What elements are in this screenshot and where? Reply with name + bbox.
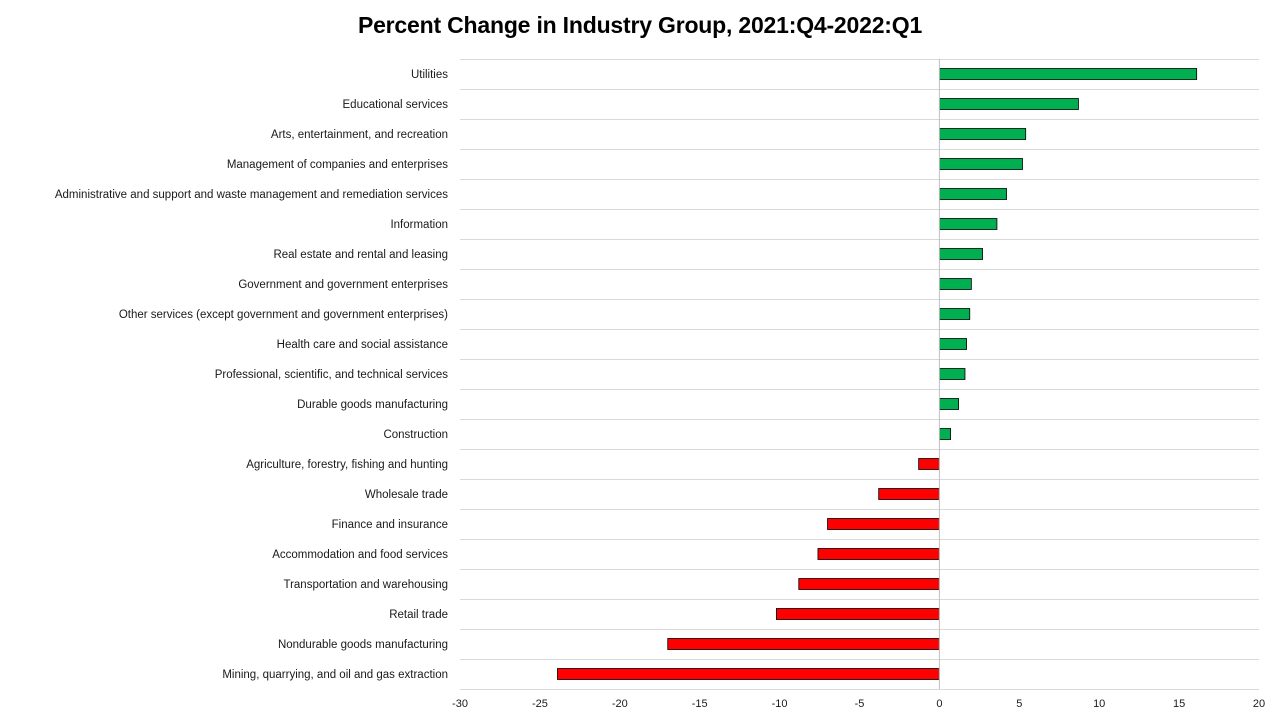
bar bbox=[827, 518, 940, 530]
bar bbox=[939, 188, 1007, 200]
category-labels: Utilities Educational services Arts, enter… bbox=[55, 69, 448, 681]
x-tick-label: 15 bbox=[1173, 698, 1185, 710]
category-label: Construction bbox=[383, 429, 448, 441]
bar bbox=[557, 668, 940, 680]
category-label: Durable goods manufacturing bbox=[297, 399, 448, 411]
bars bbox=[557, 68, 1198, 680]
x-tick-label: 0 bbox=[936, 698, 942, 710]
chart-title: Percent Change in Industry Group, 2021:Q… bbox=[357, 12, 923, 38]
bar bbox=[939, 128, 1027, 140]
category-label: Wholesale trade bbox=[365, 489, 448, 501]
x-tick-label: -25 bbox=[532, 698, 548, 710]
bar bbox=[817, 548, 940, 560]
x-tick-label: 10 bbox=[1093, 698, 1105, 710]
x-tick-label: -5 bbox=[855, 698, 865, 710]
category-label: Management of companies and enterprises bbox=[227, 159, 448, 171]
bar bbox=[939, 98, 1079, 110]
bar bbox=[918, 458, 940, 470]
bar bbox=[939, 398, 959, 410]
x-tick-label: 20 bbox=[1253, 698, 1265, 710]
bar bbox=[939, 68, 1198, 80]
category-label: Accommodation and food services bbox=[272, 549, 448, 561]
gridlines bbox=[460, 59, 1259, 690]
bar bbox=[667, 638, 940, 650]
category-label: Educational services bbox=[343, 99, 449, 111]
category-label: Other services (except government and go… bbox=[119, 309, 448, 321]
bar bbox=[798, 578, 940, 590]
category-label: Professional, scientific, and technical … bbox=[215, 369, 449, 381]
category-label: Transportation and warehousing bbox=[283, 579, 448, 591]
x-tick-labels: -30 -25 -20 -15 -10 -5 0 5 10 15 20 bbox=[452, 698, 1265, 710]
category-label: Arts, entertainment, and recreation bbox=[271, 129, 448, 141]
x-tick-label: 5 bbox=[1016, 698, 1022, 710]
category-label: Retail trade bbox=[389, 609, 448, 621]
category-label: Utilities bbox=[411, 69, 448, 81]
bar bbox=[939, 428, 951, 440]
bar bbox=[939, 278, 972, 290]
x-tick-label: -30 bbox=[452, 698, 468, 710]
category-label: Information bbox=[390, 219, 448, 231]
category-label: Real estate and rental and leasing bbox=[273, 249, 448, 261]
x-tick-label: -10 bbox=[772, 698, 788, 710]
bar bbox=[939, 158, 1023, 170]
x-tick-label: -20 bbox=[612, 698, 628, 710]
x-tick-label: -15 bbox=[692, 698, 708, 710]
category-label: Finance and insurance bbox=[332, 519, 448, 531]
bar bbox=[939, 368, 966, 380]
bar bbox=[939, 218, 998, 230]
category-label: Nondurable goods manufacturing bbox=[278, 639, 448, 651]
category-label: Health care and social assistance bbox=[277, 339, 448, 351]
category-label: Government and government enterprises bbox=[238, 279, 448, 291]
category-label: Administrative and support and waste man… bbox=[55, 189, 448, 201]
bar bbox=[939, 248, 983, 260]
category-label: Agriculture, forestry, fishing and hunti… bbox=[246, 459, 448, 471]
bar bbox=[939, 308, 971, 320]
bar bbox=[939, 338, 967, 350]
bar bbox=[878, 488, 940, 500]
bar bbox=[776, 608, 940, 620]
category-label: Mining, quarrying, and oil and gas extra… bbox=[222, 669, 448, 681]
